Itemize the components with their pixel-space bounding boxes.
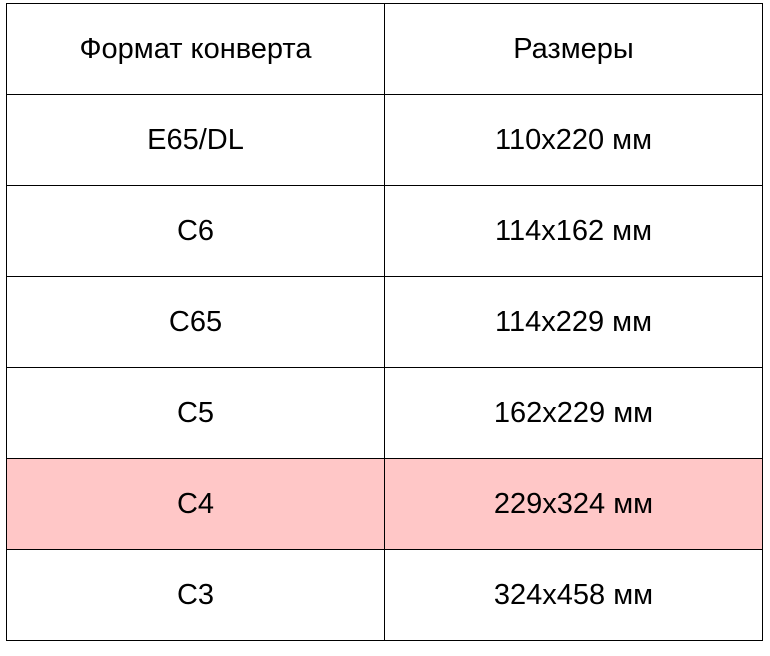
table-row: C6 114x162 мм xyxy=(6,185,763,277)
format-cell: C65 xyxy=(6,276,385,368)
size-cell: 324x458 мм xyxy=(384,549,763,641)
size-cell: 110x220 мм xyxy=(384,94,763,186)
table-row-highlighted: C4 229x324 мм xyxy=(6,458,763,550)
envelope-formats-table: Формат конверта Размеры E65/DL 110x220 м… xyxy=(6,3,763,641)
format-cell: E65/DL xyxy=(6,94,385,186)
header-format: Формат конверта xyxy=(6,3,385,95)
size-cell: 114x229 мм xyxy=(384,276,763,368)
table-row: C65 114x229 мм xyxy=(6,276,763,368)
header-row: Формат конверта Размеры xyxy=(6,3,763,95)
table-row: C3 324x458 мм xyxy=(6,549,763,641)
size-cell: 114x162 мм xyxy=(384,185,763,277)
format-cell: C4 xyxy=(6,458,385,550)
size-cell: 229x324 мм xyxy=(384,458,763,550)
table-row: E65/DL 110x220 мм xyxy=(6,94,763,186)
size-cell: 162x229 мм xyxy=(384,367,763,459)
header-size: Размеры xyxy=(384,3,763,95)
format-cell: C5 xyxy=(6,367,385,459)
table-row: C5 162x229 мм xyxy=(6,367,763,459)
format-cell: C3 xyxy=(6,549,385,641)
format-cell: C6 xyxy=(6,185,385,277)
